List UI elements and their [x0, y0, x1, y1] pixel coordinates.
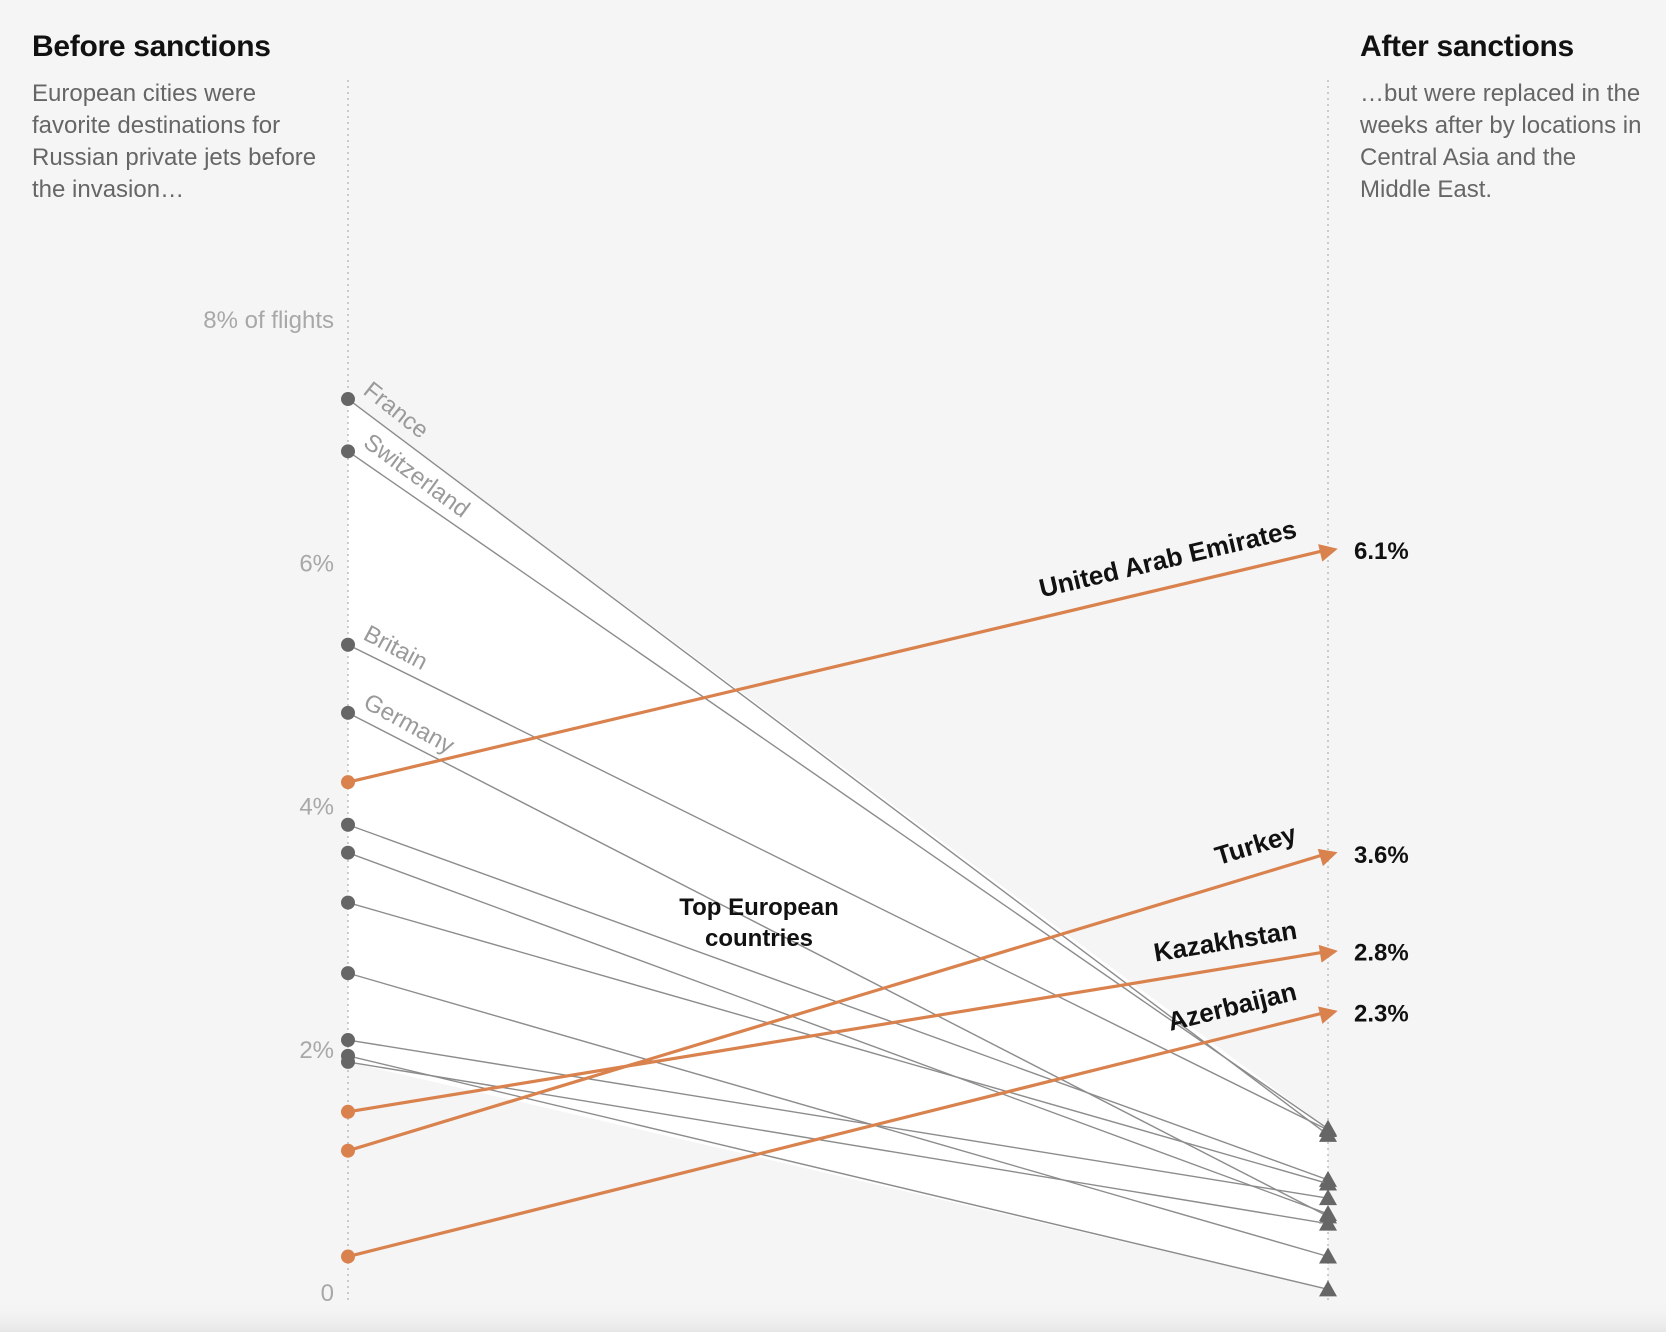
new-destination-value-label: 2.8% [1354, 939, 1409, 966]
new-destination-before-dot [341, 1249, 355, 1264]
europe-slope-line [347, 1055, 1329, 1291]
new-destination-value-label: 3.6% [1354, 842, 1409, 869]
y-tick-label: 4% [299, 794, 334, 821]
white-band [348, 399, 1328, 1290]
new-destination-arrowhead [1318, 544, 1338, 562]
new-destination-line [347, 549, 1323, 784]
europe-before-dot [341, 637, 355, 652]
europe-before-dot [341, 1033, 355, 1048]
europe-slope-line [347, 398, 1329, 1136]
after-description: …but were replaced in the weeks after by… [1360, 80, 1642, 203]
new-destination-line [347, 950, 1323, 1114]
europe-slope-line [347, 852, 1329, 1215]
europe-slope-line [347, 1039, 1329, 1199]
annotation-line-1: Top European [679, 894, 839, 921]
new-destination-arrowhead [1318, 944, 1338, 963]
europe-before-dot [341, 817, 355, 832]
before-description: European cities were favorite destinatio… [32, 80, 317, 203]
before-title: Before sanctions [32, 30, 271, 63]
europe-after-marker [1319, 1280, 1337, 1297]
annotation-line-2: countries [705, 925, 813, 952]
europe-slope-line [347, 712, 1329, 1217]
europe-after-marker [1319, 1189, 1337, 1206]
europe-before-dot [341, 895, 355, 910]
new-destination-label: United Arab Emirates [1036, 514, 1299, 604]
new-destination-before-dot [341, 1143, 355, 1158]
new-destination-arrowhead [1317, 848, 1338, 867]
after-title: After sanctions [1360, 30, 1574, 63]
new-destination-arrowhead [1318, 1006, 1338, 1024]
europe-slope-line [347, 1061, 1329, 1225]
new-destination-label: Turkey [1211, 818, 1300, 871]
y-tick-label: 8% of flights [203, 307, 334, 334]
europe-after-marker [1319, 1247, 1337, 1264]
after-header: After sanctions …but were replaced in th… [1360, 30, 1650, 206]
europe-after-marker [1319, 1214, 1337, 1231]
europe-slope-line [347, 450, 1329, 1130]
europe-before-dot [341, 1054, 355, 1069]
europe-band [348, 399, 1328, 1290]
before-header: Before sanctions European cities were fa… [32, 30, 322, 206]
europe-after-marker [1319, 1204, 1337, 1221]
y-tick-label: 6% [299, 550, 334, 577]
new-destination-value-label: 2.3% [1354, 1000, 1409, 1027]
europe-before-dot [341, 845, 355, 860]
europe-before-dot [341, 966, 355, 981]
new-destination-before-dot [341, 1104, 355, 1119]
new-destination-value-label: 6.1% [1354, 538, 1409, 565]
europe-before-dot [341, 392, 355, 407]
europe-slope-line [347, 644, 1329, 1131]
bottom-fade [0, 1300, 1666, 1332]
europe-slope-line [347, 901, 1329, 1185]
europe-before-dot [341, 705, 355, 720]
europe-slope-line [347, 972, 1329, 1258]
new-destination-before-dot [341, 775, 355, 790]
y-tick-label: 2% [299, 1037, 334, 1064]
europe-before-dot [341, 444, 355, 459]
europe-after-marker [1319, 1121, 1337, 1138]
new-destination-line [347, 853, 1323, 1153]
new-destination-label: Azerbaijan [1165, 976, 1300, 1037]
europe-after-marker [1319, 1174, 1337, 1191]
new-destination-line [347, 1011, 1323, 1259]
